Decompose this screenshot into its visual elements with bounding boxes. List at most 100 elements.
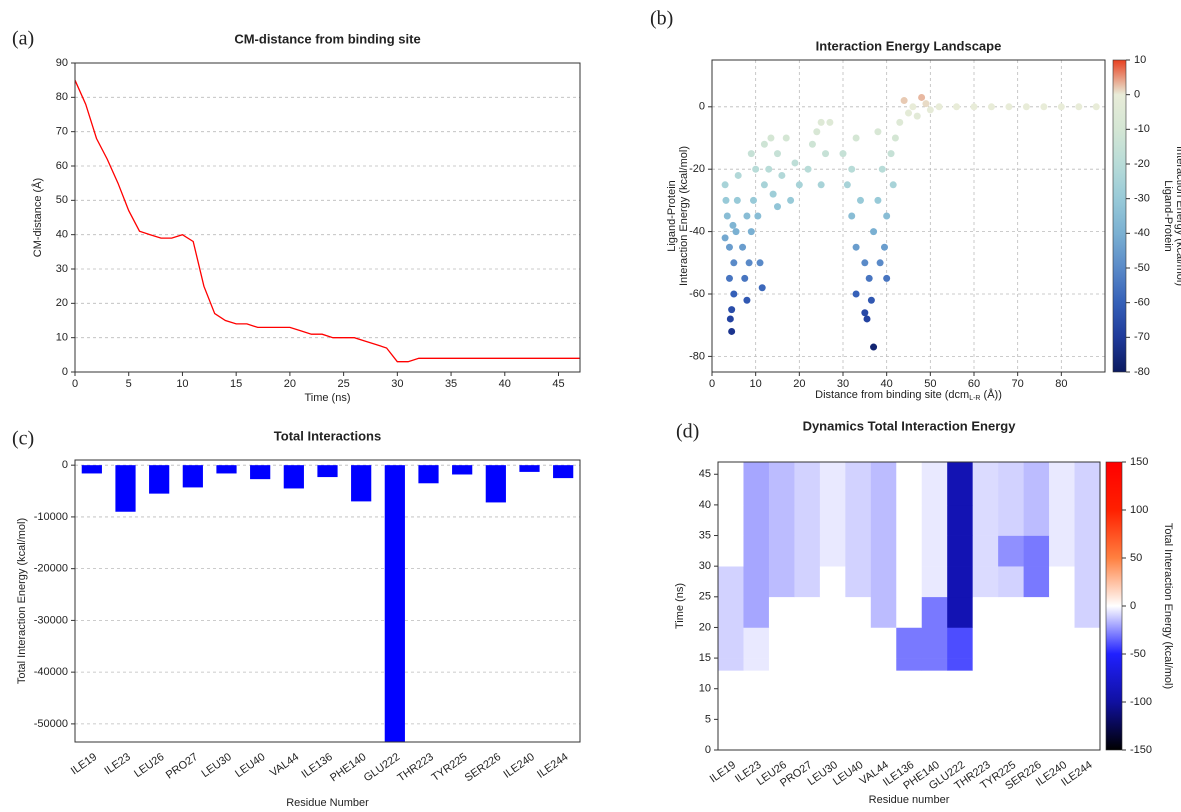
heatmap-cell [743,504,770,536]
scatter-point [791,159,799,167]
bar [519,465,540,472]
x-tick-label: 10 [176,378,188,390]
y-tick-label: -40000 [34,666,68,678]
y-tick-label: 30 [56,263,68,275]
heatmap-cell [819,462,846,506]
scatter-point [880,243,888,251]
colorbar-tick-label: 0 [1134,89,1140,101]
chart-title: Dynamics Total Interaction Energy [803,418,1017,433]
y-tick-label: 30 [699,560,711,572]
x-tick-label: 0 [709,378,715,390]
x-axis-label-part: (Å)) [980,388,1001,401]
chart-title: Interaction Energy Landscape [816,38,1002,53]
heatmap-cell [1023,670,1050,690]
heatmap-cell [998,596,1024,628]
heatmap-cell [1074,627,1101,659]
heatmap-cell [718,462,744,506]
heatmap-cell [845,688,872,720]
y-tick-label: 60 [56,160,68,172]
y-tick-label: 70 [56,126,68,138]
scatter-point [900,97,908,105]
heatmap-cell [1074,535,1101,567]
bar [452,465,473,475]
y-tick-label: -80 [689,350,705,362]
scatter-point [852,290,860,298]
x-tick-label: 30 [391,378,403,390]
heatmap-cell [1049,596,1075,628]
heatmap-cell [1074,462,1101,506]
y-tick-label: 80 [56,91,68,103]
heatmap-cell [743,566,770,598]
heatmap-cell [972,658,999,671]
scatter-point [758,284,766,292]
heatmap-cell [947,627,973,659]
scatter-point [752,165,760,173]
scatter-point [861,309,869,317]
heatmap-cell [1049,670,1075,690]
x-axis-label: Distance from binding site (dcmL-R (Å)) [815,388,1002,402]
heatmap-cell [972,596,999,628]
scatter-point [1040,103,1048,111]
heatmap-cell [794,596,821,628]
y-tick-label: 10 [56,332,68,344]
colorbar-label: Ligand-Protein [1162,180,1174,252]
colorbar-tick-label: -60 [1134,297,1150,309]
heatmap-cell [743,658,770,671]
scatter-point [867,296,875,304]
colorbar-tick-label: 100 [1130,504,1148,516]
scatter-point [870,343,878,351]
y-tick-label: 20 [56,297,68,309]
x-tick-label: 60 [968,378,980,390]
heatmap-cell [896,566,923,598]
heatmap-cell [1049,566,1075,598]
heatmap-cell [896,719,923,751]
heatmap-cell [1023,535,1050,567]
bar [553,465,574,479]
scatter-point [817,118,825,126]
heatmap-cell [921,658,948,671]
heatmap-cell [1023,658,1050,671]
heatmap-cell [768,535,795,567]
heatmap-cell [921,504,948,536]
y-tick-label: 5 [705,713,711,725]
scatter-point [926,106,934,114]
panel-label: (c) [12,428,34,450]
scatter-point [728,327,736,335]
y-tick-label: 15 [699,652,711,664]
y-tick-label: 50 [56,194,68,206]
colorbar-tick-label: -80 [1134,366,1150,378]
scatter-point [870,228,878,236]
heatmap-cell [718,670,744,690]
x-tick-label: 35 [445,378,457,390]
heatmap-cell [1049,504,1075,536]
heatmap-cell [1023,504,1050,536]
colorbar-label: Interaction Energy (kcal/mol) [1174,146,1181,286]
heatmap-cell [998,658,1024,671]
heatmap-cell [845,670,872,690]
colorbar-tick-label: -50 [1130,648,1146,660]
y-tick-label: 35 [699,529,711,541]
heatmap-cell [845,627,872,659]
scatter-point [953,103,961,111]
heatmap-cell [921,596,948,628]
colorbar [1112,59,1127,373]
heatmap-cell [845,596,872,628]
scatter-point [935,103,943,111]
x-tick-label: 0 [72,378,78,390]
heatmap-cell [896,688,923,720]
heatmap-cell [1074,719,1101,751]
scatter-point [1022,103,1030,111]
heatmap-cell [947,504,973,536]
heatmap-cell [870,462,897,506]
x-tick-label: ILE244 [535,751,570,781]
colorbar-tick-label: -100 [1130,696,1152,708]
y-tick-label: -20000 [34,563,68,575]
scatter-point [795,181,803,189]
heatmap-cell [718,504,744,536]
x-tick-label: TYR225 [430,751,470,784]
heatmap-cell [794,658,821,671]
heatmap-cell [1023,462,1050,506]
heatmap-cell [998,670,1024,690]
chart-title: CM-distance from binding site [234,31,420,46]
x-tick-label: 70 [1012,378,1024,390]
